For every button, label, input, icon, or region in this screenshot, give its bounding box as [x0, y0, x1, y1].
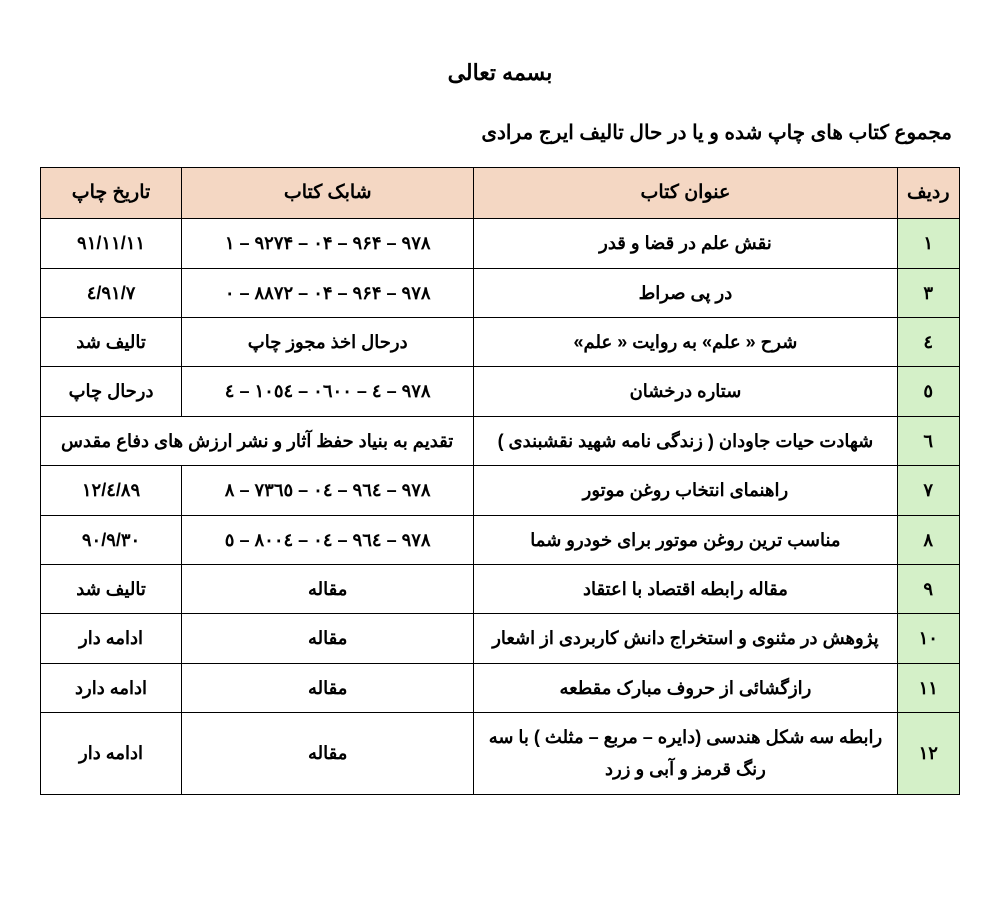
table-row: ٤شرح « علم» به روایت « علم»درحال اخذ مجو… — [41, 317, 960, 366]
row-date: ۹۱/۷/٤ — [41, 268, 182, 317]
row-isbn: ٥ – ۸۰۰٤ – ۰٤ – ۹٦٤ – ۹۷۸ — [182, 515, 474, 564]
row-title: ستاره درخشان — [474, 367, 897, 416]
row-index: ۳ — [897, 268, 959, 317]
row-isbn: ۸ – ۷۳٦٥ – ۰٤ – ۹٦٤ – ۹۷۸ — [182, 466, 474, 515]
row-index: ٤ — [897, 317, 959, 366]
row-index: ۱ — [897, 219, 959, 268]
row-merged-note: تقدیم به بنیاد حفظ آثار و نشر ارزش های د… — [41, 416, 474, 465]
table-row: ٦شهادت حیات جاودان ( زندگی نامه شهید نقش… — [41, 416, 960, 465]
row-date: ادامه دارد — [41, 663, 182, 712]
table-body: ۱نقش علم در قضا و قدر۱ – ۹۲۷۴ – ۰۴ – ۹۶۴… — [41, 219, 960, 795]
row-date: ادامه دار — [41, 713, 182, 795]
row-isbn: مقاله — [182, 713, 474, 795]
row-index: ٦ — [897, 416, 959, 465]
page-subtitle: مجموع کتاب های چاپ شده و یا در حال تالیف… — [40, 120, 952, 145]
row-title: نقش علم در قضا و قدر — [474, 219, 897, 268]
row-index: ۱۲ — [897, 713, 959, 795]
row-date: تالیف شد — [41, 317, 182, 366]
row-isbn: ۰ – ۸۸۷۲ – ۰۴ – ۹۶۴ – ۹۷۸ — [182, 268, 474, 317]
row-title: مقاله رابطه اقتصاد با اعتقاد — [474, 564, 897, 613]
table-row: ۱۰پژوهش در مثنوی و استخراج دانش کاربردی … — [41, 614, 960, 663]
table-row: ۷راهنمای انتخاب روغن موتور۸ – ۷۳٦٥ – ۰٤ … — [41, 466, 960, 515]
row-title: رابطه سه شکل هندسی (دایره – مربع – مثلث … — [474, 713, 897, 795]
table-row: ۱۱رازگشائی از حروف مبارک مقطعهمقالهادامه… — [41, 663, 960, 712]
row-isbn: مقاله — [182, 614, 474, 663]
page-heading: بسمه تعالی — [40, 60, 960, 86]
row-index: ۱۱ — [897, 663, 959, 712]
row-date: ادامه دار — [41, 614, 182, 663]
row-index: ۷ — [897, 466, 959, 515]
row-title: مناسب ترین روغن موتور برای خودرو شما — [474, 515, 897, 564]
row-title: پژوهش در مثنوی و استخراج دانش کاربردی از… — [474, 614, 897, 663]
table-row: ۱۲رابطه سه شکل هندسی (دایره – مربع – مثل… — [41, 713, 960, 795]
row-index: ۸ — [897, 515, 959, 564]
row-index: ۹ — [897, 564, 959, 613]
table-row: ۳در پی صراط۰ – ۸۸۷۲ – ۰۴ – ۹۶۴ – ۹۷۸۹۱/۷… — [41, 268, 960, 317]
table-row: ۱نقش علم در قضا و قدر۱ – ۹۲۷۴ – ۰۴ – ۹۶۴… — [41, 219, 960, 268]
row-date: ۹۰/۹/۳۰ — [41, 515, 182, 564]
row-isbn: مقاله — [182, 663, 474, 712]
col-header-isbn: شابک کتاب — [182, 168, 474, 219]
row-title: رازگشائی از حروف مبارک مقطعه — [474, 663, 897, 712]
row-index: ۱۰ — [897, 614, 959, 663]
row-date: ۹۱/۱۱/۱۱ — [41, 219, 182, 268]
page: بسمه تعالی مجموع کتاب های چاپ شده و یا د… — [0, 0, 1000, 919]
col-header-index: ردیف — [897, 168, 959, 219]
books-table: ردیف عنوان کتاب شابک کتاب تاریخ چاپ ۱نقش… — [40, 167, 960, 795]
row-isbn: ٤ – ۱۰٥٤ – ۰٤ – ٦٠٠ – ۹۷۸ — [182, 367, 474, 416]
table-header-row: ردیف عنوان کتاب شابک کتاب تاریخ چاپ — [41, 168, 960, 219]
col-header-title: عنوان کتاب — [474, 168, 897, 219]
row-title: شرح « علم» به روایت « علم» — [474, 317, 897, 366]
row-isbn: مقاله — [182, 564, 474, 613]
row-index: ٥ — [897, 367, 959, 416]
row-date: درحال چاپ — [41, 367, 182, 416]
row-title: راهنمای انتخاب روغن موتور — [474, 466, 897, 515]
row-date: ۸۹/٤/۱۲ — [41, 466, 182, 515]
table-row: ۹مقاله رابطه اقتصاد با اعتقادمقالهتالیف … — [41, 564, 960, 613]
row-title: شهادت حیات جاودان ( زندگی نامه شهید نقشب… — [474, 416, 897, 465]
row-isbn: درحال اخذ مجوز چاپ — [182, 317, 474, 366]
col-header-date: تاریخ چاپ — [41, 168, 182, 219]
table-row: ٥ستاره درخشان٤ – ۱۰٥٤ – ۰٤ – ٦٠٠ – ۹۷۸در… — [41, 367, 960, 416]
row-isbn: ۱ – ۹۲۷۴ – ۰۴ – ۹۶۴ – ۹۷۸ — [182, 219, 474, 268]
table-row: ۸مناسب ترین روغن موتور برای خودرو شما٥ –… — [41, 515, 960, 564]
row-title: در پی صراط — [474, 268, 897, 317]
row-date: تالیف شد — [41, 564, 182, 613]
